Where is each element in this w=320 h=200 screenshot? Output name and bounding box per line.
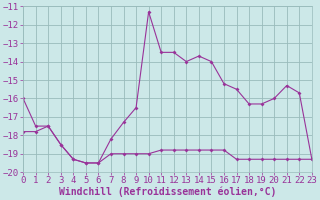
X-axis label: Windchill (Refroidissement éolien,°C): Windchill (Refroidissement éolien,°C) [59, 187, 276, 197]
